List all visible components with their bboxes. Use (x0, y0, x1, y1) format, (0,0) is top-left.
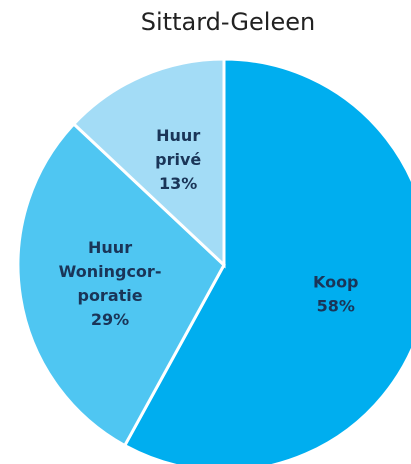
labels: Koop 58% Huur Woningcor-poratie 29% Huur privé… (59, 126, 359, 329)
pie-slice (122, 57, 411, 464)
slice-label: Huur Woningcor-poratie 29% (59, 238, 162, 329)
category-label: Woningcor- (59, 262, 162, 281)
pie-slice (71, 57, 226, 269)
category-label: privé (155, 150, 201, 169)
slice-label: Koop 58% (313, 273, 359, 316)
pie-slice (16, 121, 226, 448)
category-label: Huur (156, 126, 200, 145)
value-label: 29% (91, 310, 129, 329)
category-label: Koop (313, 273, 359, 292)
slice-label: Huur privé 13% (155, 126, 201, 193)
category-label: poratie (77, 286, 142, 305)
category-label: Huur (88, 238, 132, 257)
value-label: 13% (159, 174, 197, 193)
pie (16, 57, 411, 464)
chart-title: Sittard-Geleen (141, 8, 315, 36)
value-label: 58% (317, 297, 355, 316)
